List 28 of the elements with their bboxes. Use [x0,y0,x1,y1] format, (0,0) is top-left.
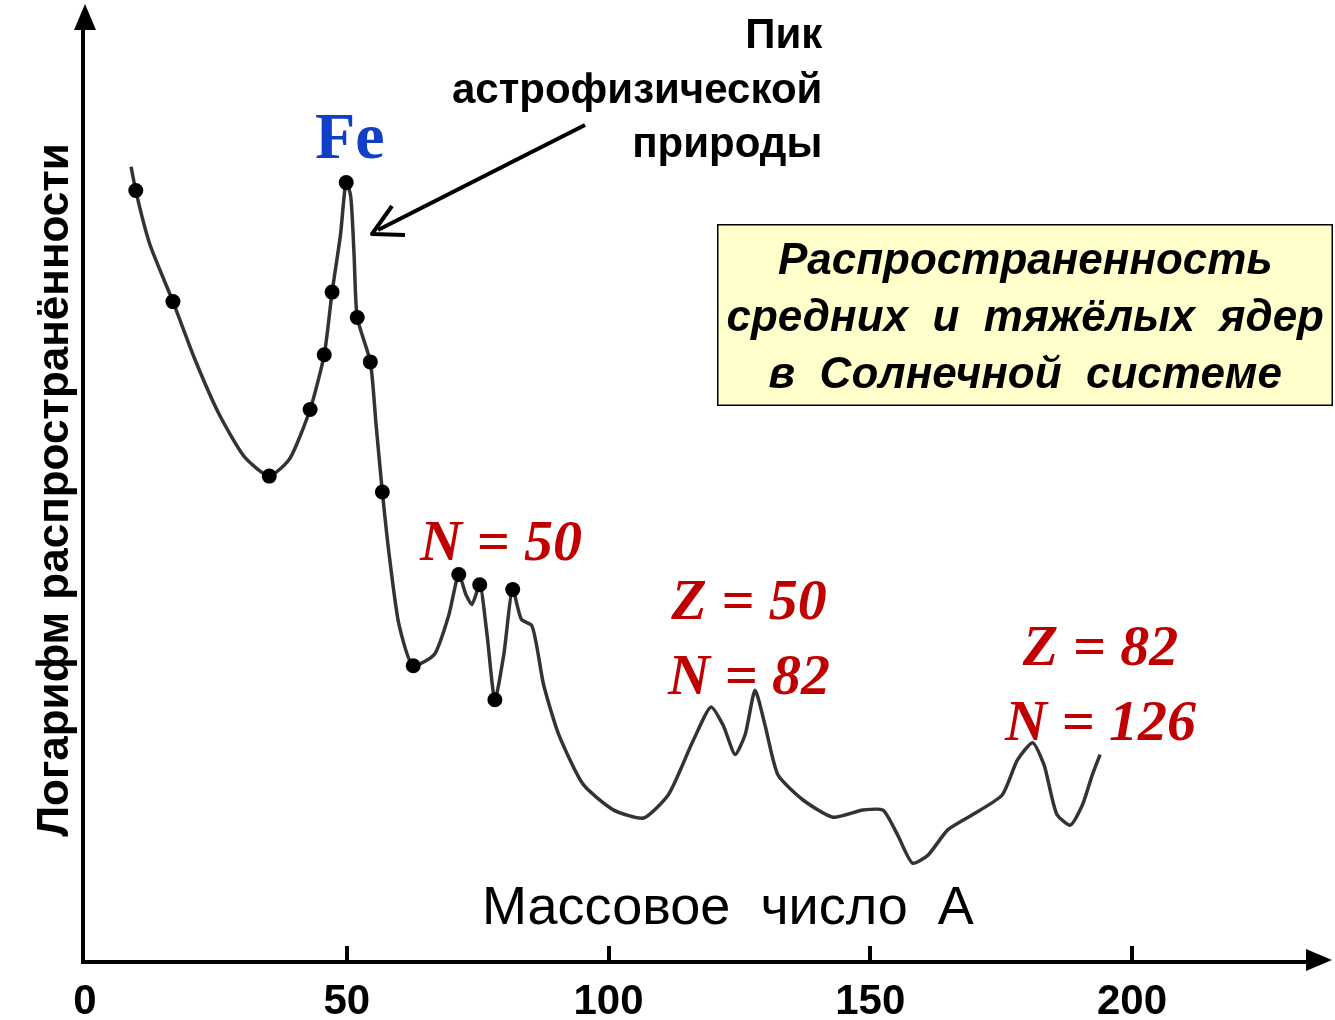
y-axis-title: Логарифм распространённости [27,143,77,837]
point [405,658,421,674]
point [302,401,318,417]
point [165,294,181,310]
x-axis-title: Массовое число A [482,875,974,935]
point [451,566,467,582]
point [374,484,390,500]
text: Распространенность средних и тяжёлых ядер в Солнечной системе [726,233,1324,397]
point [128,183,144,199]
point [338,175,354,191]
annotation: Z = 82 N = 126 [1004,613,1196,754]
text: Пик астрофизической природы [452,10,824,167]
point [349,309,365,325]
point [505,582,521,598]
x-tick-label: 100 [573,976,644,1020]
x-tick-label: 150 [835,976,906,1020]
x-tick-label: 200 [1096,976,1168,1020]
point [487,692,503,708]
x-tick-label: 50 [323,976,371,1020]
x-tick-label: 0 [73,976,97,1020]
point [472,577,488,593]
point [324,284,340,300]
point [362,354,378,370]
point [316,347,332,363]
annotation: Z = 50 N = 82 [667,567,830,708]
point [261,468,277,484]
annotation: N = 50 [419,508,582,573]
annotation: Fe [315,99,385,172]
